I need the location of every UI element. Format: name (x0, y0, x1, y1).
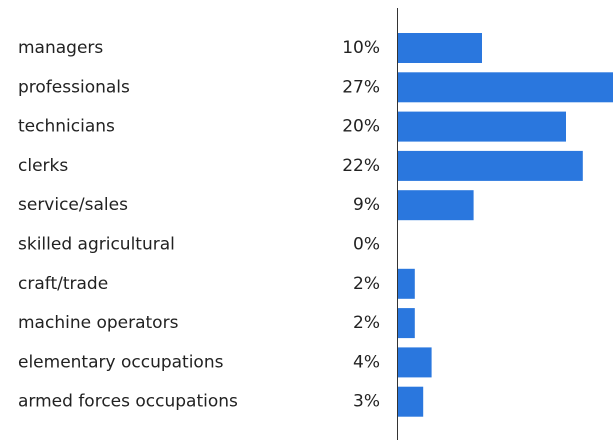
value-label: 0% (353, 235, 380, 255)
bar (398, 347, 432, 378)
value-label: 2% (353, 274, 380, 294)
value-label: 9% (353, 195, 380, 215)
bar (398, 72, 613, 103)
bar (398, 268, 415, 299)
category-label: technicians (18, 117, 115, 137)
value-label: 3% (353, 392, 380, 412)
category-label: service/sales (18, 195, 128, 215)
bar (398, 308, 415, 339)
category-label: clerks (18, 156, 68, 176)
value-label: 10% (342, 38, 380, 58)
bar (398, 33, 482, 63)
bar (398, 190, 474, 221)
bar (398, 386, 424, 417)
category-label: elementary occupations (18, 352, 224, 372)
value-label: 22% (342, 156, 380, 176)
category-label: professionals (18, 77, 130, 97)
bar (398, 111, 566, 142)
value-label: 27% (342, 77, 380, 97)
category-label: managers (18, 38, 103, 58)
category-label: armed forces occupations (18, 392, 238, 412)
value-label: 2% (353, 313, 380, 333)
bar (398, 150, 583, 181)
category-label: skilled agricultural (18, 235, 175, 255)
value-label: 4% (353, 352, 380, 372)
category-label: machine operators (18, 313, 179, 333)
value-label: 20% (342, 117, 380, 137)
category-label: craft/trade (18, 274, 108, 294)
